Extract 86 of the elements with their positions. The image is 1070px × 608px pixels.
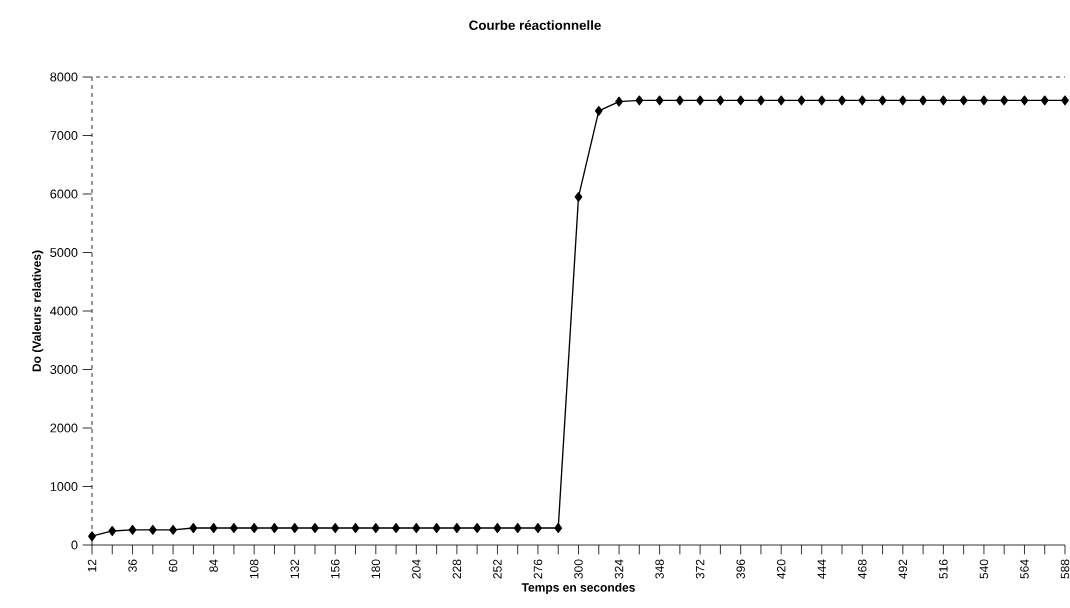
point (574, 192, 583, 202)
point (169, 524, 177, 535)
point (980, 95, 988, 106)
point (128, 524, 137, 535)
point (270, 523, 279, 533)
x-tick-label: 132 (290, 559, 299, 579)
y-tick-label: 2000 (50, 423, 78, 433)
x-tick-label: 372 (695, 559, 705, 579)
x-tick-label: 444 (817, 559, 826, 579)
point (635, 95, 644, 106)
point (88, 531, 96, 542)
x-tick-label: 60 (168, 559, 178, 572)
point (757, 95, 765, 106)
point (594, 106, 603, 116)
x-tick-label: 204 (412, 559, 421, 579)
x-tick-label: 108 (249, 559, 259, 579)
point (453, 523, 461, 533)
x-tick-label: 276 (533, 559, 543, 579)
point (534, 523, 542, 533)
chart-title: Courbe réactionnelle (469, 20, 601, 30)
point (838, 95, 846, 106)
x-tick-label: 396 (736, 559, 745, 579)
point (797, 95, 806, 106)
x-tick-label: 252 (493, 559, 502, 579)
y-tick-label: 1000 (50, 482, 78, 491)
y-tick-label: 8000 (50, 72, 78, 82)
x-tick-label: 540 (979, 559, 989, 579)
x-tick-label: 348 (655, 559, 664, 579)
point (392, 523, 400, 533)
point (230, 523, 238, 533)
point (1061, 95, 1069, 106)
y-tick-label: 6000 (50, 189, 78, 199)
point (817, 95, 826, 106)
x-tick-label: 420 (776, 559, 786, 579)
point (919, 95, 927, 106)
point (1000, 95, 1009, 106)
point (736, 95, 745, 106)
point (311, 523, 319, 533)
point (331, 523, 340, 533)
point (878, 95, 887, 106)
x-tick-label: 492 (898, 559, 908, 579)
x-tick-label: 324 (614, 559, 624, 579)
y-tick-label: 7000 (50, 131, 78, 140)
point (412, 523, 421, 533)
point (858, 95, 867, 106)
point (1040, 95, 1049, 106)
point (209, 523, 218, 533)
point (716, 95, 725, 106)
x-tick-label: 12 (87, 559, 97, 572)
point (371, 523, 380, 533)
y-tick-label: 0 (71, 540, 78, 550)
point (696, 95, 704, 106)
x-tick-label: 516 (939, 559, 948, 579)
point (939, 95, 948, 106)
point (351, 523, 360, 533)
x-tick-label: 564 (1020, 559, 1029, 579)
point (148, 524, 157, 535)
point (777, 95, 786, 106)
x-tick-label: 36 (128, 559, 137, 572)
x-tick-label: 468 (858, 559, 867, 579)
x-tick-label: 228 (452, 559, 462, 579)
y-tick-label: 3000 (50, 365, 78, 374)
point (290, 523, 299, 533)
y-tick-label: 4000 (50, 306, 78, 316)
x-tick-label: 588 (1060, 559, 1070, 579)
point (250, 523, 259, 533)
point (473, 523, 482, 533)
point (493, 523, 502, 533)
point (655, 95, 664, 106)
x-tick-label: 180 (371, 559, 381, 579)
y-tick-label: 5000 (50, 248, 78, 257)
point (675, 95, 684, 106)
point (108, 526, 117, 536)
x-tick-label: 84 (209, 559, 218, 572)
point (432, 523, 441, 533)
point (189, 523, 198, 533)
x-tick-label: 156 (331, 559, 340, 579)
point (898, 95, 907, 106)
point (554, 523, 563, 533)
y-axis-title: Do (Valeurs relatives) (32, 250, 44, 372)
point (615, 96, 623, 107)
x-tick-label: 300 (574, 559, 583, 579)
point (513, 523, 522, 533)
point (1020, 95, 1029, 106)
x-axis-title: Temps en secondes (521, 582, 635, 595)
point (959, 95, 968, 106)
